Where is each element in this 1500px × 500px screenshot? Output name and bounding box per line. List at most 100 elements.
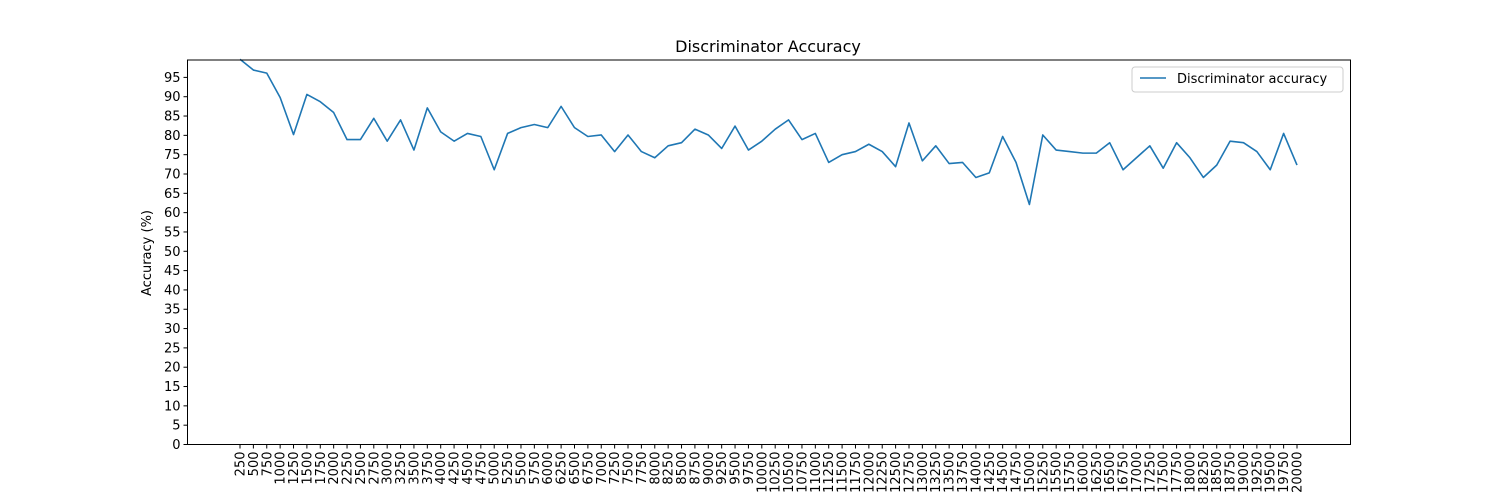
x-tick-label: 8250	[662, 452, 677, 485]
x-tick-label: 4250	[448, 452, 463, 485]
y-tick-label: 5	[172, 419, 180, 434]
x-tick-label: 4750	[474, 452, 489, 485]
y-tick-label: 40	[164, 283, 181, 298]
x-tick-label: 3250	[394, 452, 409, 485]
x-tick-label: 18250	[1197, 452, 1212, 493]
chart-title: Discriminator Accuracy	[675, 37, 861, 56]
x-tick-label: 4000	[434, 452, 449, 485]
x-tick-label: 8000	[648, 452, 663, 485]
x-tick-label: 10000	[755, 452, 770, 493]
x-tick-label: 1250	[287, 452, 302, 485]
x-tick-label: 10250	[769, 452, 784, 493]
x-tick-label: 14000	[969, 452, 984, 493]
x-tick-label: 1750	[314, 452, 329, 485]
x-tick-label: 17000	[1130, 452, 1145, 493]
x-tick-label: 12750	[902, 452, 917, 493]
x-tick-label: 2250	[341, 452, 356, 485]
x-tick-label: 6000	[541, 452, 556, 485]
x-tick-label: 16750	[1117, 452, 1132, 493]
x-tick-label: 14750	[1010, 452, 1025, 493]
x-tick-label: 15500	[1050, 452, 1065, 493]
x-tick-label: 9000	[702, 452, 717, 485]
x-tick-label: 5750	[528, 452, 543, 485]
x-tick-label: 19500	[1264, 452, 1279, 493]
x-tick-label: 5000	[488, 452, 503, 485]
x-axis: 2505007501000125015001750200022502500275…	[234, 444, 1306, 493]
plot-area	[239, 58, 1298, 206]
x-tick-label: 20000	[1291, 452, 1306, 493]
x-tick-label: 10750	[795, 452, 810, 493]
x-tick-label: 13250	[929, 452, 944, 493]
x-tick-label: 1500	[300, 452, 315, 485]
y-tick-label: 75	[164, 148, 181, 163]
y-tick-label: 50	[164, 245, 181, 260]
x-tick-label: 9500	[729, 452, 744, 485]
y-tick-label: 95	[164, 71, 181, 86]
x-tick-label: 3000	[381, 452, 396, 485]
x-tick-label: 11750	[849, 452, 864, 493]
x-tick-label: 11250	[822, 452, 837, 493]
x-tick-label: 1000	[274, 452, 289, 485]
x-tick-label: 7250	[608, 452, 623, 485]
series-line	[239, 58, 1298, 206]
x-tick-label: 6250	[555, 452, 570, 485]
legend: Discriminator accuracy	[1131, 66, 1344, 93]
x-tick-label: 9250	[715, 452, 730, 485]
x-tick-label: 5500	[514, 452, 529, 485]
x-tick-label: 2500	[354, 452, 369, 485]
x-tick-label: 15750	[1063, 452, 1078, 493]
x-tick-label: 13750	[956, 452, 971, 493]
x-tick-label: 16500	[1103, 452, 1118, 493]
x-tick-label: 16250	[1090, 452, 1105, 493]
x-tick-label: 17250	[1143, 452, 1158, 493]
x-tick-label: 11500	[836, 452, 851, 493]
y-tick-label: 90	[164, 90, 181, 105]
x-tick-label: 8500	[675, 452, 690, 485]
y-tick-label: 60	[164, 206, 181, 221]
x-tick-label: 15250	[1036, 452, 1051, 493]
plot-frame	[187, 59, 1351, 445]
y-axis: 0 5 10 15 20 25 30 35 40 45 50 55 60 65 70 75 80 85 90 95	[164, 71, 188, 453]
x-tick-label: 15000	[1023, 452, 1038, 493]
x-tick-label: 6750	[581, 452, 596, 485]
x-tick-label: 2750	[367, 452, 382, 485]
x-tick-label: 500	[247, 452, 262, 477]
y-tick-label: 85	[164, 110, 181, 125]
x-tick-label: 14250	[983, 452, 998, 493]
x-tick-label: 7000	[595, 452, 610, 485]
x-tick-label: 10500	[782, 452, 797, 493]
x-tick-label: 8750	[688, 452, 703, 485]
x-tick-label: 7500	[622, 452, 637, 485]
x-tick-label: 9750	[742, 452, 757, 485]
y-tick-label: 70	[164, 167, 181, 182]
x-tick-label: 750	[260, 452, 275, 477]
x-tick-label: 18500	[1210, 452, 1225, 493]
x-tick-label: 19000	[1237, 452, 1252, 493]
x-tick-label: 13000	[916, 452, 931, 493]
y-tick-label: 35	[164, 303, 181, 318]
x-tick-label: 14500	[996, 452, 1011, 493]
y-tick-label: 25	[164, 341, 181, 356]
x-tick-label: 3500	[407, 452, 422, 485]
x-tick-label: 6500	[568, 452, 583, 485]
y-tick-label: 0	[172, 438, 180, 453]
y-tick-label: 20	[164, 361, 181, 376]
x-tick-label: 19250	[1250, 452, 1265, 493]
y-tick-label: 15	[164, 380, 181, 395]
x-tick-label: 17500	[1157, 452, 1172, 493]
x-tick-label: 250	[234, 452, 249, 477]
x-tick-label: 3750	[421, 452, 436, 485]
x-tick-label: 17750	[1170, 452, 1185, 493]
x-tick-label: 2000	[327, 452, 342, 485]
x-tick-label: 13500	[943, 452, 958, 493]
x-tick-label: 12000	[862, 452, 877, 493]
y-axis-label: Accuracy (%)	[140, 210, 155, 296]
x-tick-label: 11000	[809, 452, 824, 493]
y-tick-label: 30	[164, 322, 181, 337]
x-tick-label: 18750	[1224, 452, 1239, 493]
legend-box	[1131, 66, 1344, 93]
y-tick-label: 80	[164, 129, 181, 144]
x-tick-label: 16000	[1076, 452, 1091, 493]
y-tick-label: 10	[164, 399, 181, 414]
